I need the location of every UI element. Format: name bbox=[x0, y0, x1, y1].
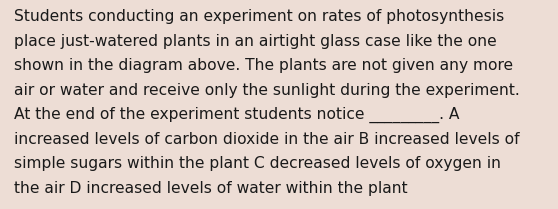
Text: the air D increased levels of water within the plant: the air D increased levels of water with… bbox=[14, 181, 407, 196]
Text: shown in the diagram above. The plants are not given any more: shown in the diagram above. The plants a… bbox=[14, 58, 513, 73]
Text: simple sugars within the plant C decreased levels of oxygen in: simple sugars within the plant C decreas… bbox=[14, 156, 501, 171]
Text: place just-watered plants in an airtight glass case like the one: place just-watered plants in an airtight… bbox=[14, 34, 497, 49]
Text: increased levels of carbon dioxide in the air B increased levels of: increased levels of carbon dioxide in th… bbox=[14, 132, 519, 147]
Text: Students conducting an experiment on rates of photosynthesis: Students conducting an experiment on rat… bbox=[14, 9, 504, 24]
Text: At the end of the experiment students notice _________. A: At the end of the experiment students no… bbox=[14, 107, 459, 124]
Text: air or water and receive only the sunlight during the experiment.: air or water and receive only the sunlig… bbox=[14, 83, 519, 98]
